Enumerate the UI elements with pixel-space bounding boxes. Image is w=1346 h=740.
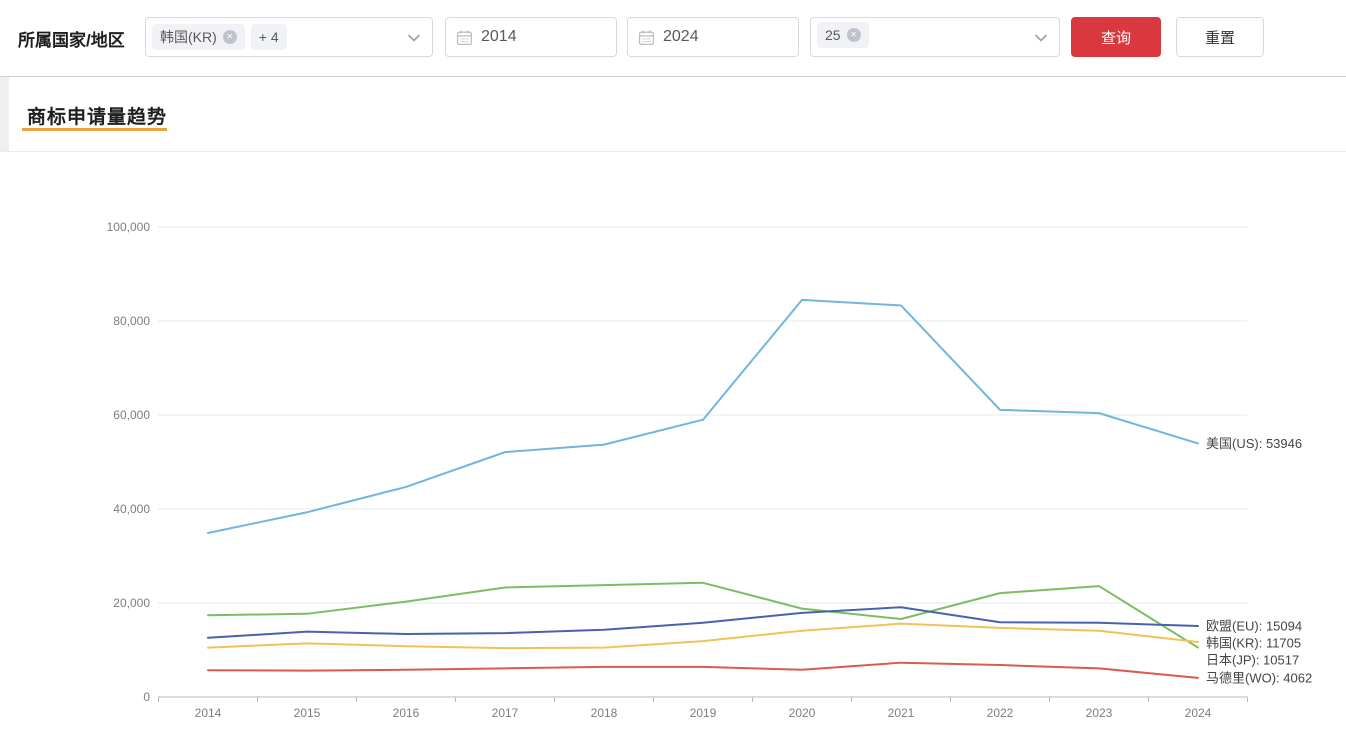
more-countries-tag[interactable]: + 4 <box>250 24 287 50</box>
series-end-label: 马德里(WO): 4062 <box>1206 670 1312 685</box>
remove-count-tag-icon[interactable]: ✕ <box>846 28 861 42</box>
series-end-label: 韩国(KR): 11705 <box>1206 636 1301 651</box>
trademark-trend-line-chart[interactable]: 0 20,000 40,000 60,000 80,000 100,000 2014 2015… <box>0 160 1346 740</box>
x-axis-tick-label: 2020 <box>789 706 816 720</box>
remove-country-tag-icon[interactable]: ✕ <box>222 30 237 44</box>
filter-bar: 所属国家/地区 韩国(KR) ✕ + 4 2014 2024 <box>0 0 1346 77</box>
series-line-欧盟(EU)[interactable] <box>207 606 1199 639</box>
series-end-label: 欧盟(EU): 15094 <box>1206 619 1302 634</box>
x-axis-tick-label: 2018 <box>591 706 618 720</box>
x-axis-tick-label: 2022 <box>987 706 1014 720</box>
series-end-label: 美国(US): 53946 <box>1206 436 1302 451</box>
date-to-value: 2024 <box>663 28 699 45</box>
count-tag-label: 25 <box>825 27 841 43</box>
country-filter-label: 所属国家/地区 <box>18 31 125 50</box>
country-tag-label: 韩国(KR) <box>160 29 217 45</box>
reset-button[interactable]: 重置 <box>1176 17 1264 57</box>
x-axis-tick-label: 2014 <box>195 706 222 720</box>
y-axis-tick-label: 60,000 <box>113 408 150 422</box>
series-line-马德里(WO)[interactable] <box>207 661 1199 679</box>
calendar-icon <box>638 29 655 46</box>
series-line-韩国(KR)[interactable] <box>207 622 1199 650</box>
count-tag: 25 ✕ <box>817 22 869 48</box>
chevron-down-icon <box>1035 34 1047 42</box>
y-axis-tick-label: 0 <box>143 690 150 704</box>
country-tag: 韩国(KR) ✕ <box>152 24 245 50</box>
x-axis-tick-label: 2021 <box>888 706 915 720</box>
query-button[interactable]: 查询 <box>1071 17 1161 57</box>
series-end-label: 日本(JP): 10517 <box>1206 653 1299 668</box>
x-axis-tick-label: 2015 <box>294 706 321 720</box>
date-from-value: 2014 <box>481 28 517 45</box>
y-axis-tick-label: 80,000 <box>113 314 150 328</box>
series-line-美国(US)[interactable] <box>207 298 1199 534</box>
country-select[interactable]: 韩国(KR) ✕ + 4 <box>145 17 433 57</box>
calendar-icon <box>456 29 473 46</box>
x-axis-tick-label: 2019 <box>690 706 717 720</box>
section-header: 商标申请量趋势 <box>0 77 1346 152</box>
x-axis-tick-label: 2024 <box>1185 706 1212 720</box>
y-axis-tick-label: 40,000 <box>113 502 150 516</box>
trend-chart-container: 0 20,000 40,000 60,000 80,000 100,000 2014 2015… <box>0 160 1346 740</box>
y-axis-tick-label: 100,000 <box>107 220 151 234</box>
series-line-日本(JP)[interactable] <box>207 581 1199 649</box>
date-from-input[interactable]: 2014 <box>445 17 617 57</box>
title-underline <box>22 128 167 131</box>
y-axis-tick-label: 20,000 <box>113 596 150 610</box>
top-count-select[interactable]: 25 ✕ <box>810 17 1060 57</box>
date-to-input[interactable]: 2024 <box>627 17 799 57</box>
x-axis-tick-label: 2023 <box>1086 706 1113 720</box>
page-title: 商标申请量趋势 <box>27 107 168 128</box>
x-axis-tick-label: 2016 <box>393 706 420 720</box>
chevron-down-icon <box>408 34 420 42</box>
x-axis-tick-label: 2017 <box>492 706 519 720</box>
